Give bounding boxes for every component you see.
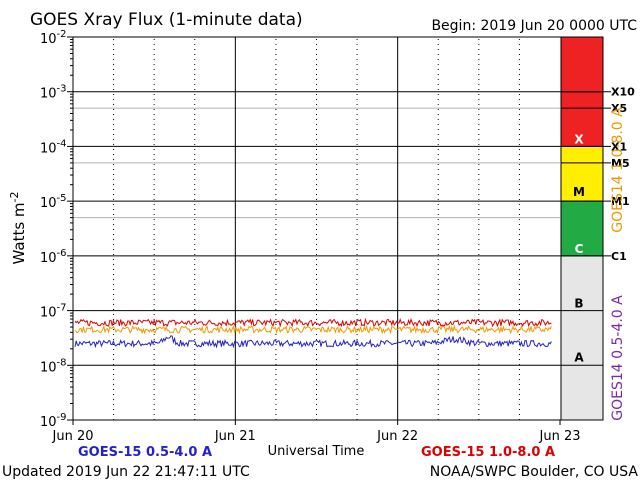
flare-marker-label: X5	[611, 102, 627, 115]
x-tick-label: Jun 20	[52, 429, 94, 444]
flare-class-label: A	[574, 350, 584, 364]
flare-marker-label: M1	[611, 195, 630, 208]
y-tick-label: 10-7	[40, 303, 67, 321]
flare-band-b	[561, 255, 603, 311]
legend-goes15-short: GOES-15 0.5-4.0 A	[78, 445, 212, 460]
flare-class-label: M	[573, 185, 585, 199]
right-axis-label-goes14-short: GOES14 0.5-4.0 A	[610, 295, 626, 421]
flare-class-label: B	[574, 297, 583, 311]
y-tick-label: 10-2	[40, 29, 67, 47]
flare-marker-label: X10	[611, 86, 635, 99]
credit-label: NOAA/SWPC Boulder, CO USA	[430, 464, 639, 480]
plot-background	[73, 37, 560, 420]
x-tick-label: Jun 23	[539, 429, 581, 444]
series-line	[74, 335, 552, 349]
legend-goes15-long: GOES-15 1.0-8.0 A	[421, 445, 555, 460]
updated-label: Updated 2019 Jun 22 21:47:11 UTC	[2, 464, 250, 480]
begin-label: Begin: 2019 Jun 20 0000 UTC	[431, 18, 637, 34]
y-tick-label: 10-4	[40, 138, 67, 156]
y-tick-label: 10-3	[40, 84, 67, 102]
series-line	[74, 317, 552, 328]
flare-marker-label: M5	[611, 157, 630, 170]
flare-marker-label: C1	[611, 250, 627, 263]
flare-marker-label: X1	[611, 140, 627, 153]
y-axis-label: Watts m-2	[8, 192, 28, 265]
y-tick-label: 10-5	[40, 193, 67, 211]
chart-title: GOES Xray Flux (1-minute data)	[30, 10, 303, 30]
right-axis-label-goes14-long: GOES14 1.0-8.0 A	[610, 107, 626, 233]
y-tick-label: 10-6	[40, 248, 67, 266]
flare-band-m	[561, 146, 603, 202]
x-tick-label: Jun 22	[376, 429, 418, 444]
x-axis-label: Universal Time	[268, 444, 365, 459]
y-tick-label: 10-9	[40, 412, 67, 430]
flare-class-label: X	[574, 132, 584, 146]
series-line	[74, 324, 552, 335]
flare-class-label: C	[575, 242, 584, 256]
y-tick-label: 10-8	[40, 357, 67, 375]
plot-frame	[72, 36, 604, 421]
flare-band-c	[561, 201, 603, 256]
x-tick-label: Jun 21	[214, 429, 256, 444]
